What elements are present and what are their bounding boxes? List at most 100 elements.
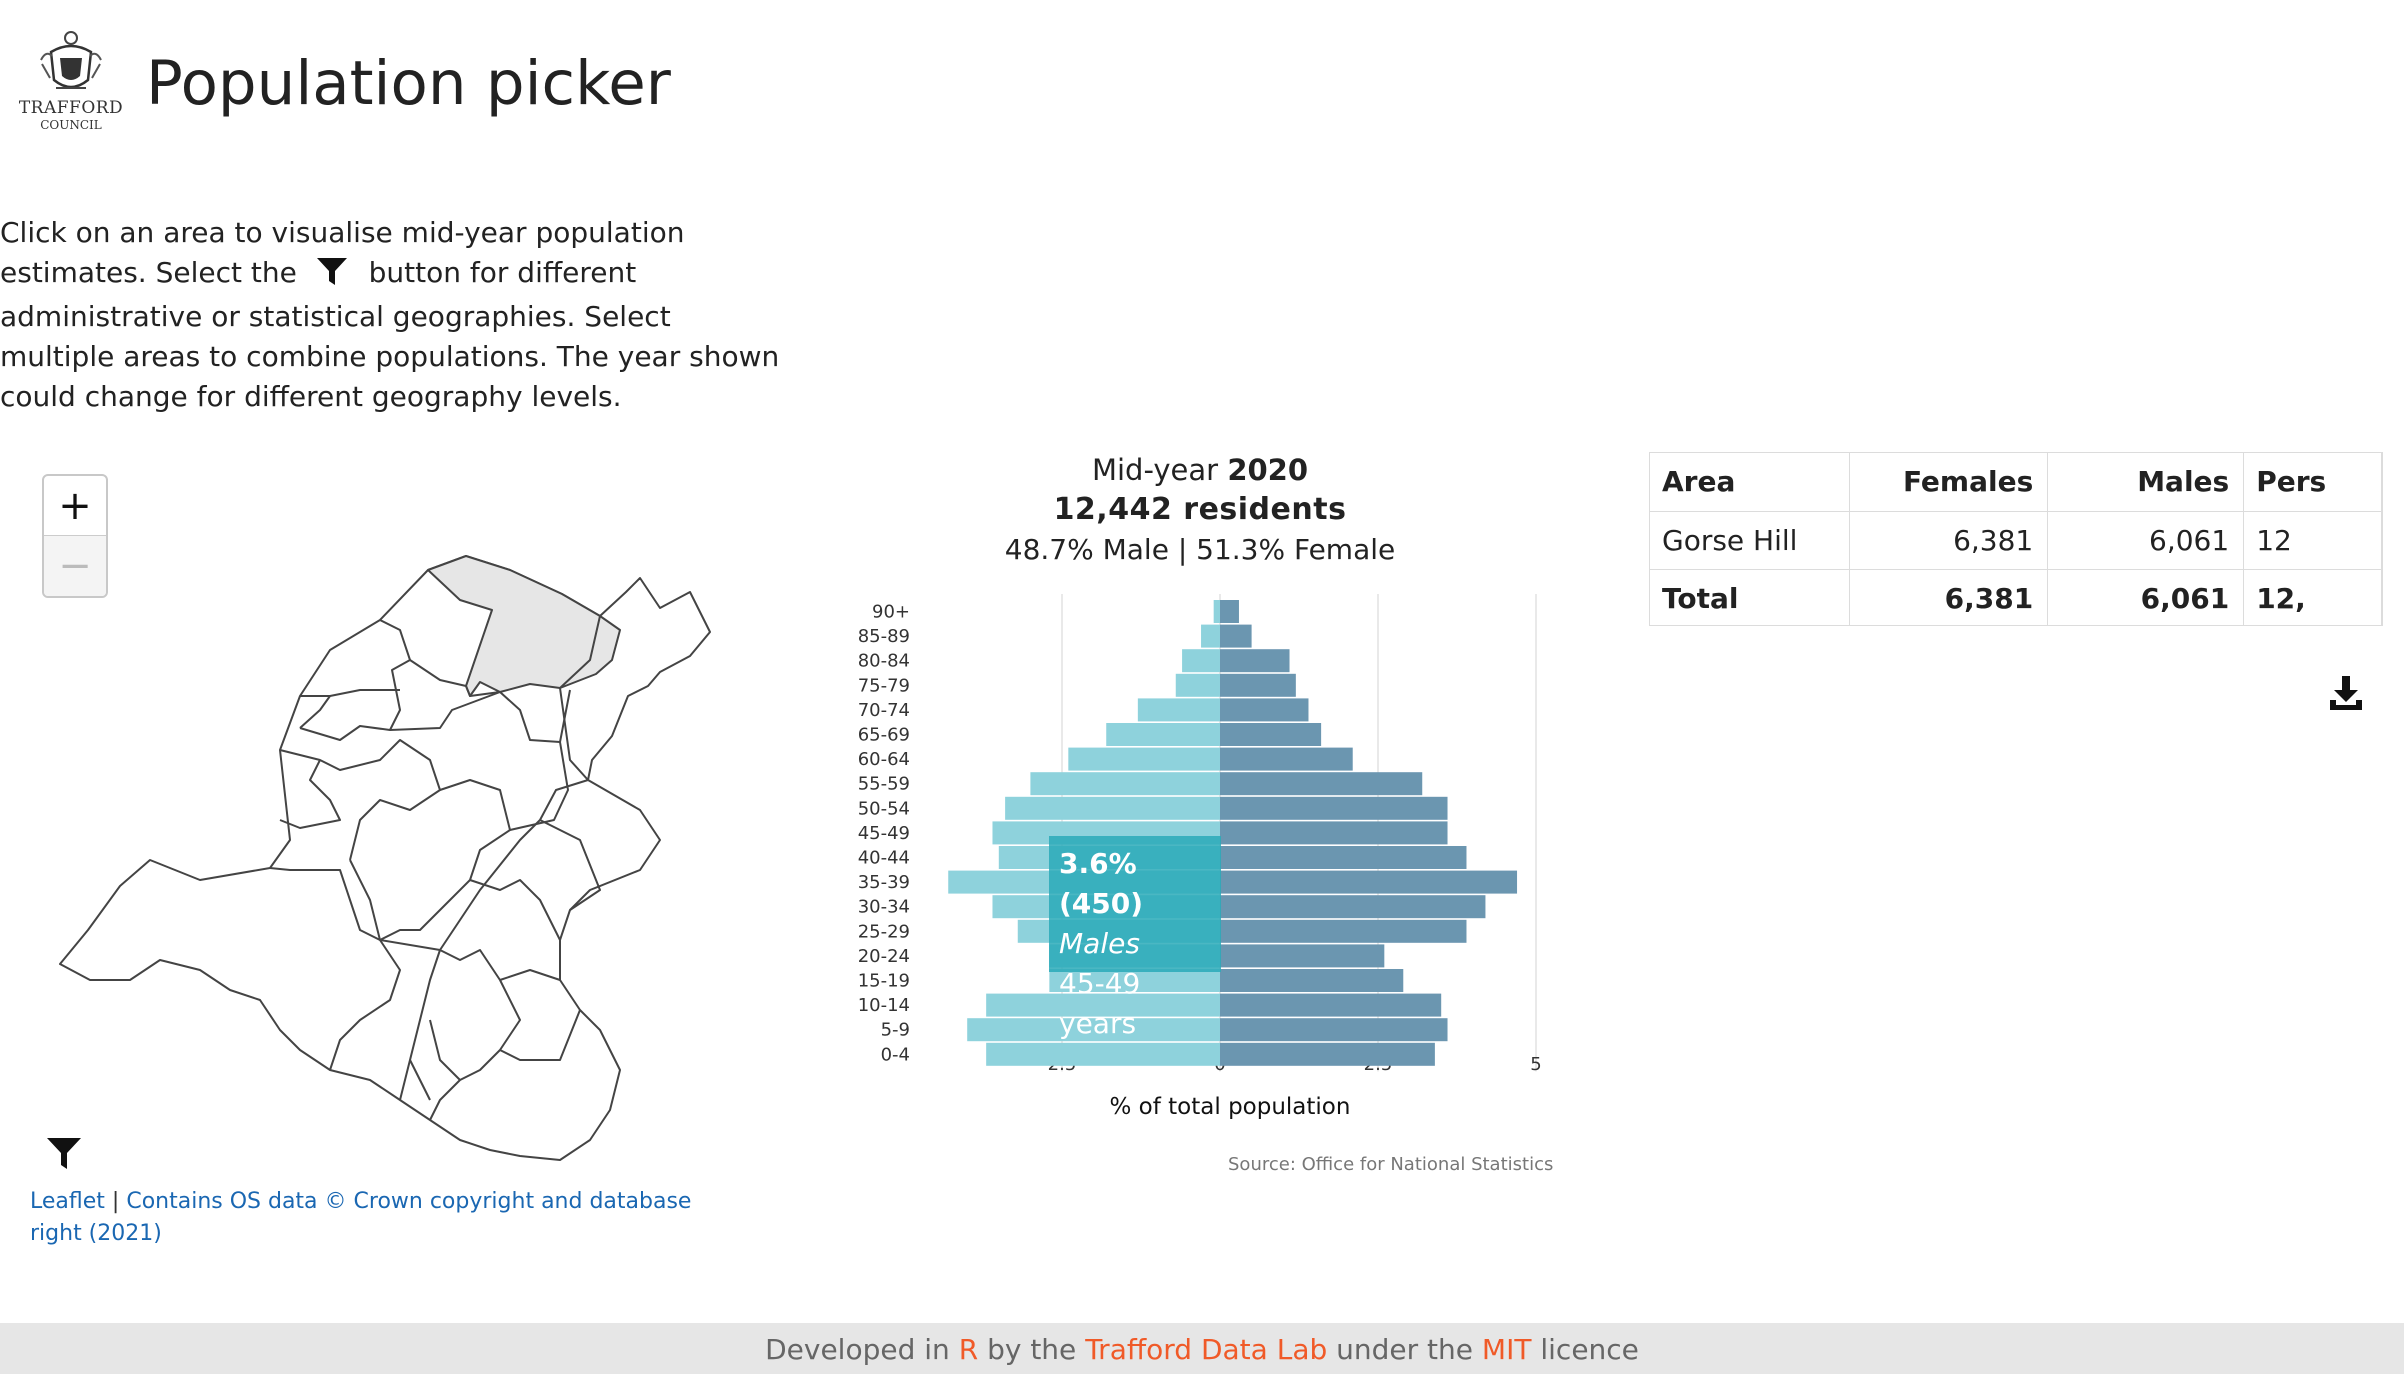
bar-male-55-59[interactable] [1030,772,1220,796]
y-tick-label: 60-64 [858,749,910,770]
map-boundary [59,555,711,1161]
population-pyramid-chart[interactable]: 2.502.550-45-910-1415-1920-2425-2930-343… [850,590,1570,1100]
chart-heading-year-line: Mid-year 2020 [850,450,1550,490]
column-header-area[interactable]: Area [1650,453,1851,512]
bar-male-15-19[interactable] [1049,969,1220,992]
bar-female-40-44[interactable] [1220,846,1467,869]
mid-year-label: Mid-year [1091,453,1219,487]
y-tick-label: 15-19 [858,971,910,992]
y-tick-label: 75-79 [858,675,910,696]
zoom-out-button[interactable]: − [44,536,106,596]
footer-text-1: Developed in [765,1333,950,1366]
table-header-row: Area Females Males Pers [1650,453,2382,512]
download-button[interactable] [2328,674,2364,716]
y-tick-label: 80-84 [858,651,910,672]
x-tick-label: 5 [1530,1054,1541,1075]
chart-source: Source: Office for National Statistics [1228,1154,1554,1175]
bar-male-70-74[interactable] [1137,698,1220,722]
y-tick-label: 70-74 [858,700,910,721]
y-tick-label: 45-49 [858,823,910,844]
bar-female-25-29[interactable] [1220,919,1467,943]
header: TRAFFORD COUNCIL [18,30,124,140]
y-tick-label: 0-4 [881,1044,910,1065]
bar-female-0-4[interactable] [1220,1042,1435,1066]
bar-male-0-4[interactable] [986,1042,1220,1066]
mit-link[interactable]: MIT [1481,1333,1532,1366]
download-icon [2330,676,2362,710]
bar-female-85-89[interactable] [1220,624,1252,648]
geography-filter-button[interactable] [46,1136,82,1174]
cell-males: 6,061 [2047,511,2245,570]
bar-male-90+[interactable] [1213,600,1220,623]
intro-text-part2: button for different administrative or s… [0,256,780,413]
y-tick-label: 55-59 [858,774,910,795]
bar-male-5-9[interactable] [967,1018,1220,1042]
bar-female-10-14[interactable] [1220,993,1442,1017]
y-tick-label: 40-44 [858,848,910,869]
crest-icon [40,31,102,89]
bar-female-65-69[interactable] [1220,723,1322,746]
zoom-in-button[interactable]: + [44,476,106,536]
bar-male-65-69[interactable] [1106,723,1220,746]
x-axis-label: % of total population [1109,1094,1351,1120]
bar-female-30-34[interactable] [1220,895,1486,919]
footer-text-3: under the [1336,1333,1474,1366]
bar-female-70-74[interactable] [1220,698,1309,722]
cell-area: Gorse Hill [1650,511,1851,570]
table-row: Gorse Hill 6,381 6,061 12 [1650,511,2382,570]
y-tick-label: 65-69 [858,725,910,746]
y-tick-label: 85-89 [858,626,910,647]
map-attribution: Leaflet | Contains OS data © Crown copyr… [30,1186,730,1250]
os-data-link[interactable]: Contains OS data © Crown copyright and d… [30,1189,692,1246]
footer-text-2: by the [987,1333,1077,1366]
column-header-females[interactable]: Females [1849,453,2049,512]
chart-heading: Mid-year 2020 12,442 residents 48.7% Mal… [850,450,1550,570]
y-tick-label: 20-24 [858,946,910,967]
bar-female-5-9[interactable] [1220,1018,1448,1042]
bar-female-20-24[interactable] [1220,944,1385,968]
r-link[interactable]: R [958,1333,979,1366]
ward-map[interactable] [0,460,760,1180]
total-males: 6,061 [2047,569,2245,625]
chart-tooltip: 3.6% (450) Males 45-49 years [1049,836,1221,1040]
y-tick-label: 50-54 [858,798,910,819]
bar-female-60-64[interactable] [1220,747,1353,771]
bar-male-85-89[interactable] [1201,624,1220,648]
bar-female-80-84[interactable] [1220,649,1290,673]
cell-persons: 12 [2243,511,2382,570]
bar-male-10-14[interactable] [986,993,1220,1017]
y-tick-label: 90+ [872,602,910,623]
bar-female-45-49[interactable] [1220,821,1448,845]
bar-male-75-79[interactable] [1175,673,1220,697]
bar-female-55-59[interactable] [1220,772,1423,796]
y-tick-label: 25-29 [858,921,910,942]
residents-count: 12,442 residents [1053,492,1347,527]
intro-text: Click on an area to visualise mid-year p… [0,213,790,417]
filter-icon [316,256,348,297]
leaflet-link[interactable]: Leaflet [30,1189,105,1214]
bar-female-35-39[interactable] [1220,870,1518,894]
sex-split: 48.7% Male | 51.3% Female [1004,533,1396,566]
column-header-males[interactable]: Males [2047,453,2245,512]
y-tick-label: 5-9 [881,1020,910,1041]
logo-text-trafford: TRAFFORD [18,98,124,118]
bar-male-50-54[interactable] [1005,796,1220,820]
map-panel[interactable]: + − Leaflet | Contains OS data © Crown c… [0,460,760,1250]
attribution-separator: | [111,1189,120,1214]
total-persons: 12, [2243,569,2382,625]
y-tick-label: 10-14 [858,995,910,1016]
bar-male-80-84[interactable] [1182,649,1220,673]
tooltip-sex: Males [1059,927,1140,960]
bar-male-60-64[interactable] [1068,747,1220,771]
bar-female-90+[interactable] [1220,600,1239,623]
tooltip-age: 45-49 years [1059,967,1141,1040]
bar-female-50-54[interactable] [1220,796,1448,820]
trafford-data-lab-link[interactable]: Trafford Data Lab [1085,1333,1328,1366]
column-header-persons[interactable]: Pers [2243,453,2382,512]
page-title: Population picker [146,48,671,119]
bar-female-75-79[interactable] [1220,673,1296,697]
zoom-control: + − [42,474,108,598]
logo-text-council: COUNCIL [40,118,102,132]
footer-text-4: licence [1540,1333,1639,1366]
bar-female-15-19[interactable] [1220,969,1404,992]
